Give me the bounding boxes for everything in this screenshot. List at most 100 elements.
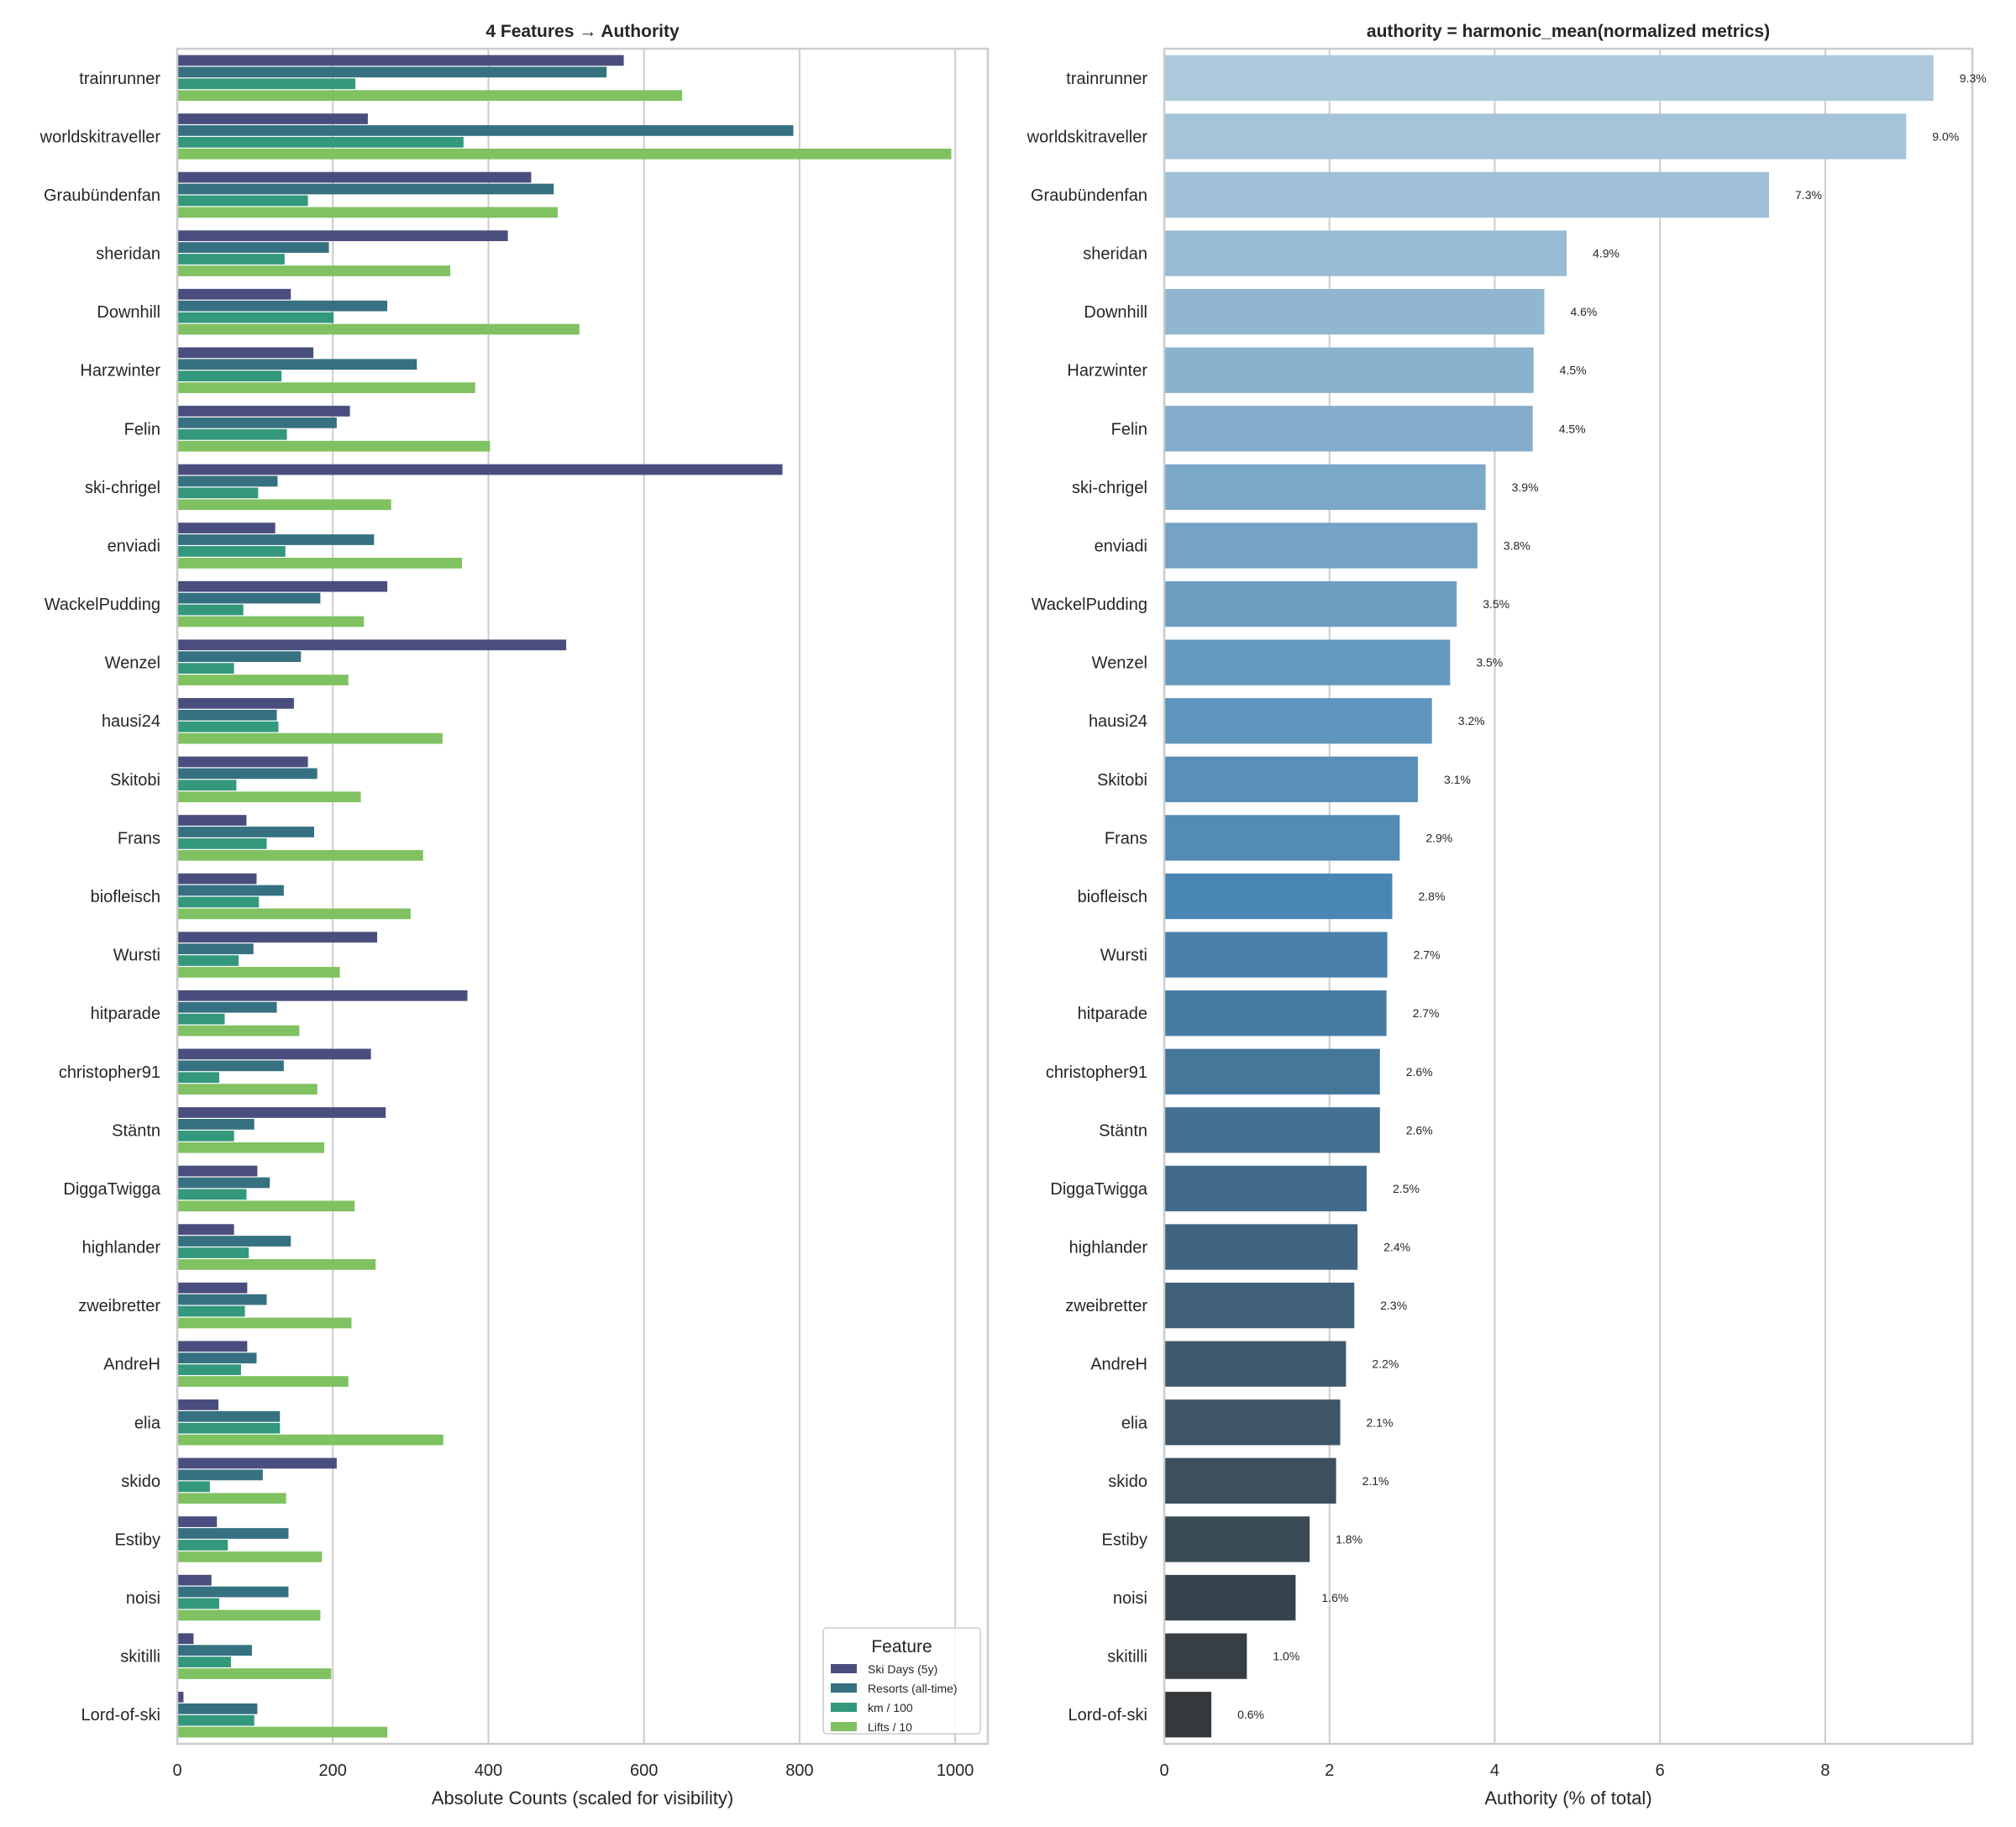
legend-swatch — [831, 1664, 857, 1673]
left-bar — [177, 406, 350, 417]
left-bar — [177, 1551, 323, 1562]
left-bar — [177, 1189, 247, 1200]
left-bar — [177, 1493, 286, 1504]
left-bar — [177, 1399, 219, 1410]
left-bar — [177, 1294, 267, 1305]
left-bar — [177, 522, 276, 533]
left-bar-group — [177, 1165, 355, 1212]
left-bar — [177, 1013, 225, 1025]
left-bar — [177, 709, 277, 721]
left-bar — [177, 1247, 249, 1258]
right-bars — [1164, 55, 1934, 1738]
legend-label: km / 100 — [868, 1701, 913, 1714]
right-bar — [1164, 1107, 1380, 1153]
left-bar — [177, 1586, 289, 1598]
left-y-tick-label: ski-chrigel — [85, 479, 160, 497]
left-bar — [177, 428, 287, 440]
left-bar — [177, 1540, 228, 1551]
right-plot-frame — [1163, 47, 1974, 1746]
legend-box — [822, 1627, 981, 1735]
legend: Feature Ski Days (5y) Resorts (all-time) k… — [822, 1627, 981, 1735]
left-bar-group — [177, 1633, 332, 1679]
left-x-tick-label: 1000 — [937, 1761, 974, 1780]
right-data-labels: 9.3% 9.0% 7.3% 4.9% 4.6% 4.5% 4.5% 3.9% 3.8% 3.5%… — [1237, 71, 1987, 1721]
left-bar — [177, 908, 411, 920]
left-y-tick-label: worldskitraveller — [39, 128, 161, 146]
left-bar — [177, 756, 308, 768]
left-bar — [177, 1165, 258, 1177]
legend-item: km / 100 — [831, 1701, 913, 1714]
left-bar — [177, 1410, 281, 1422]
right-x-tick-label: 2 — [1325, 1761, 1334, 1780]
left-y-tick-label: Downhill — [97, 303, 160, 322]
right-bar — [1164, 347, 1534, 393]
left-bar — [177, 1341, 248, 1352]
right-data-label: 4.6% — [1570, 305, 1597, 318]
left-bar — [177, 732, 443, 744]
left-bar — [177, 1656, 231, 1667]
left-bar — [177, 125, 794, 136]
left-y-tick-label: Wenzel — [105, 654, 160, 673]
right-bar — [1164, 464, 1486, 511]
right-data-label: 2.8% — [1418, 890, 1445, 903]
left-bar — [177, 651, 302, 663]
left-bar-group — [177, 815, 423, 861]
left-bar — [177, 1224, 234, 1235]
left-bar — [177, 873, 257, 885]
left-bar — [177, 1048, 371, 1060]
left-y-tick-label: Estiby — [115, 1530, 160, 1549]
left-bar — [177, 1072, 220, 1084]
right-data-label: 2.1% — [1362, 1474, 1389, 1488]
left-bar — [177, 90, 683, 102]
right-bar — [1164, 1574, 1296, 1621]
left-bar — [177, 791, 361, 803]
right-y-tick-label: Stäntn — [1099, 1121, 1147, 1140]
left-chart-panel: 4 Features → Authority trainrunner worlds… — [39, 22, 990, 1809]
right-x-tick-label: 6 — [1656, 1761, 1665, 1780]
right-y-tick-label: trainrunner — [1066, 70, 1147, 88]
left-bar — [177, 1645, 252, 1656]
left-bar — [177, 113, 368, 124]
left-bar — [177, 347, 314, 359]
left-y-tick-label: Stäntn — [112, 1121, 160, 1140]
left-bar — [177, 546, 286, 557]
left-bar-group — [177, 1516, 323, 1562]
left-bar-group — [177, 1399, 444, 1446]
right-chart-panel: authority = harmonic_mean(normalized met… — [1026, 22, 1987, 1809]
right-x-tick-label: 8 — [1820, 1761, 1830, 1780]
right-data-label: 1.6% — [1321, 1591, 1348, 1604]
left-bar — [177, 534, 375, 545]
left-bar — [177, 616, 365, 627]
left-y-tick-label: Skitobi — [110, 771, 160, 790]
left-bar-group — [177, 756, 361, 803]
left-bar-group — [177, 464, 783, 511]
left-y-tick-labels: trainrunner worldskitraveller Graubündenfa… — [39, 70, 161, 1725]
left-bar-group — [177, 1341, 349, 1387]
left-bar — [177, 475, 278, 487]
right-y-tick-label: Skitobi — [1097, 771, 1147, 790]
right-data-label: 1.0% — [1273, 1650, 1299, 1663]
legend-item: Lifts / 10 — [831, 1720, 912, 1734]
right-data-label: 3.2% — [1458, 714, 1485, 727]
right-data-label: 2.2% — [1372, 1357, 1399, 1371]
left-bar — [177, 1305, 245, 1317]
left-y-tick-label: christopher91 — [59, 1063, 160, 1082]
left-y-tick-label: biofleisch — [91, 888, 160, 906]
left-bar — [177, 440, 491, 452]
left-bar — [177, 288, 291, 300]
left-bar — [177, 967, 340, 978]
right-data-label: 2.6% — [1406, 1065, 1433, 1079]
left-bar — [177, 265, 451, 276]
right-data-label: 2.3% — [1380, 1299, 1407, 1312]
left-bar — [177, 1481, 210, 1493]
left-bar-group — [177, 1048, 371, 1095]
right-y-tick-label: skitilli — [1107, 1648, 1147, 1667]
right-bar — [1164, 580, 1457, 627]
left-y-tick-label: enviadi — [108, 537, 160, 555]
left-bar — [177, 230, 508, 242]
left-bar — [177, 183, 554, 195]
right-bar — [1164, 873, 1393, 920]
right-y-tick-labels: trainrunner worldskitraveller Graubündenfa… — [1026, 70, 1148, 1725]
left-bar — [177, 1282, 248, 1294]
left-x-tick-label: 600 — [630, 1761, 658, 1780]
